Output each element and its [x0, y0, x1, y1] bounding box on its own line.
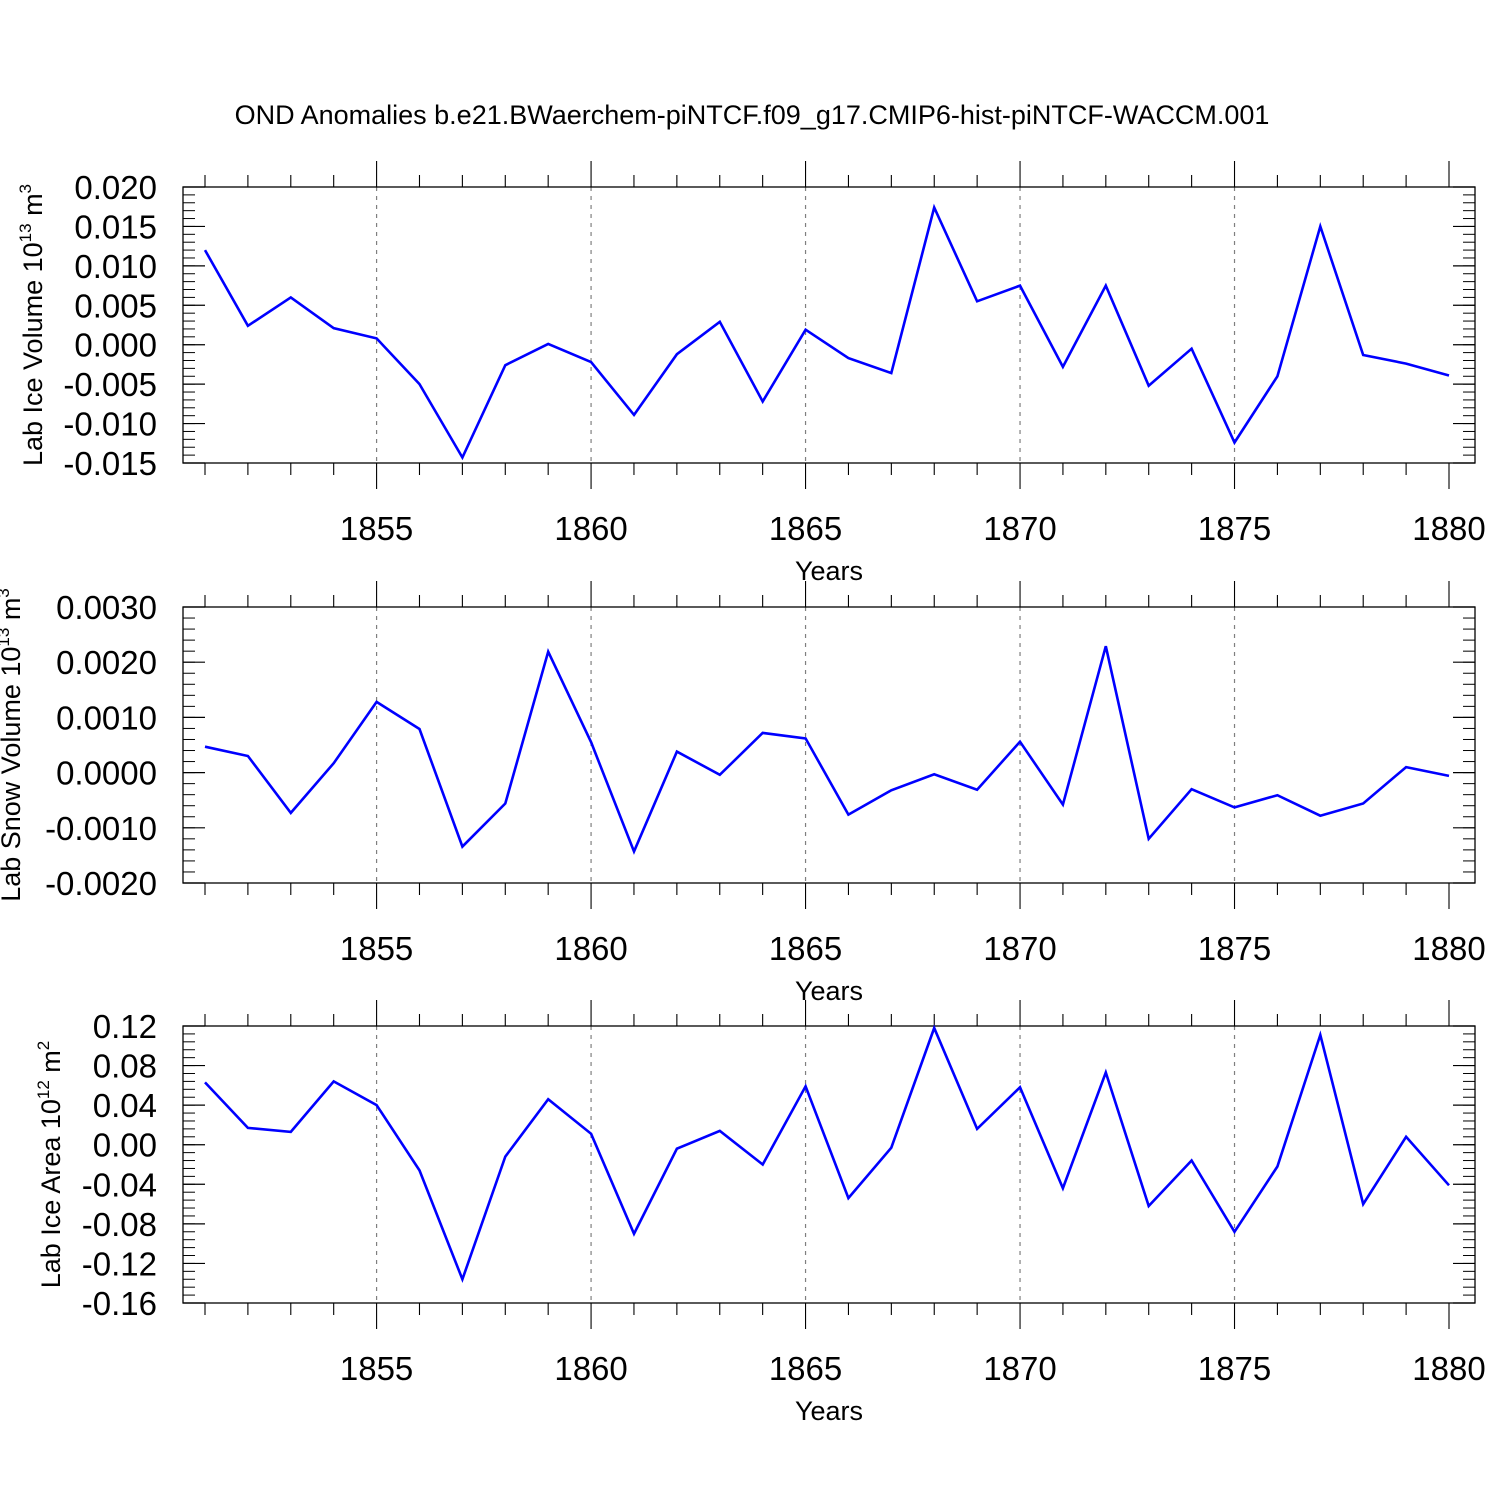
y-tick-label: -0.015	[63, 445, 157, 482]
y-tick-label: 0.04	[93, 1087, 157, 1124]
series-line-snow-volume	[204, 645, 1450, 855]
x-tick-label: 1865	[769, 930, 842, 967]
y-axis-title-unit: m	[36, 1050, 66, 1080]
x-tick-label: 1880	[1412, 930, 1485, 967]
x-tick-label: 1860	[554, 1350, 627, 1387]
y-tick-label: 0.0030	[56, 589, 157, 626]
y-tick-label: -0.16	[82, 1285, 157, 1322]
series-line-ice-volume	[203, 203, 1450, 461]
x-axis-title: Years	[795, 1396, 863, 1426]
x-tick-label: 1880	[1412, 510, 1485, 547]
y-axis-title-exponent: 13	[0, 628, 13, 647]
chart-title: OND Anomalies b.e21.BWaerchem-piNTCF.f09…	[235, 100, 1270, 130]
plot-frame	[182, 1025, 1476, 1304]
y-tick-label: 0.00	[93, 1127, 157, 1164]
y-axis-title-unit: m	[0, 598, 26, 628]
y-tick-label: -0.010	[63, 406, 157, 443]
x-tick-label: 1855	[340, 510, 413, 547]
y-tick-label: -0.12	[82, 1245, 157, 1282]
x-tick-label: 1875	[1198, 510, 1271, 547]
y-tick-label: 0.010	[74, 248, 157, 285]
panel-ice-volume: -0.015-0.010-0.0050.0000.0050.0100.0150.…	[16, 161, 1486, 586]
y-tick-label: 0.000	[74, 327, 157, 364]
y-tick-label: 0.0020	[56, 644, 157, 681]
y-axis-title-main: Lab Ice Volume 10	[18, 242, 48, 466]
y-tick-label: 0.12	[93, 1008, 157, 1045]
y-tick-label: -0.005	[63, 366, 157, 403]
y-axis-title-main: Lab Ice Area 10	[36, 1099, 66, 1288]
plot-frame	[182, 186, 1476, 464]
x-tick-label: 1870	[983, 1350, 1056, 1387]
y-axis-title: Lab Ice Volume 1013 m3	[16, 184, 48, 466]
y-axis-title-exponent: 12	[34, 1080, 53, 1099]
y-axis-title-main: Lab Snow Volume 10	[0, 647, 26, 902]
y-axis-title: Lab Ice Area 1012 m2	[34, 1041, 66, 1289]
x-tick-label: 1870	[983, 510, 1056, 547]
y-axis-title-unit: m	[18, 193, 48, 223]
x-tick-label: 1855	[340, 1350, 413, 1387]
x-tick-label: 1855	[340, 930, 413, 967]
x-tick-label: 1880	[1412, 1350, 1485, 1387]
x-tick-label: 1865	[769, 1350, 842, 1387]
y-tick-label: 0.005	[74, 287, 157, 324]
y-axis-title-exponent: 13	[16, 223, 35, 242]
x-tick-label: 1870	[983, 930, 1056, 967]
y-tick-label: 0.020	[74, 169, 157, 206]
x-tick-label: 1860	[554, 930, 627, 967]
y-axis-title-unit-exponent: 3	[0, 588, 13, 597]
x-tick-label: 1865	[769, 510, 842, 547]
panel-snow-volume: -0.0020 -0.0010 0.0000 0.0010 0.0020 0.0030 18…	[0, 581, 1486, 1006]
x-tick-label: 1875	[1198, 930, 1271, 967]
x-tick-label: 1875	[1198, 1350, 1271, 1387]
series-line-ice-area	[204, 1024, 1450, 1284]
y-axis-title-unit-exponent: 3	[16, 184, 35, 193]
y-tick-label: -0.0020	[45, 865, 157, 902]
x-tick-label: 1860	[554, 510, 627, 547]
plot-frame	[182, 606, 1476, 884]
panel-ice-area: -0.16-0.12-0.08-0.040.000.040.080.12 1855…	[34, 1000, 1486, 1426]
y-tick-label: 0.0000	[56, 755, 157, 792]
panels: -0.015-0.010-0.0050.0000.0050.0100.0150.…	[0, 161, 1486, 1426]
y-tick-label: -0.0010	[45, 810, 157, 847]
y-tick-label: 0.015	[74, 208, 157, 245]
x-axis-title: Years	[795, 976, 863, 1006]
y-tick-label: -0.04	[82, 1166, 157, 1203]
x-axis-title: Years	[795, 556, 863, 586]
y-tick-label: 0.0010	[56, 699, 157, 736]
y-axis-title-unit-exponent: 2	[34, 1041, 53, 1050]
y-axis-title: Lab Snow Volume 1013 m3	[0, 588, 26, 902]
y-tick-label: 0.08	[93, 1048, 157, 1085]
y-tick-label: -0.08	[82, 1206, 157, 1243]
